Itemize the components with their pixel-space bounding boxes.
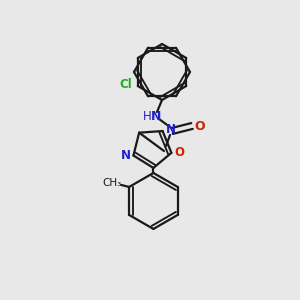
Text: H: H <box>142 110 152 122</box>
Text: N: N <box>166 122 176 136</box>
Text: N: N <box>121 149 130 162</box>
Text: O: O <box>174 146 184 159</box>
Text: O: O <box>195 119 205 133</box>
Text: N: N <box>151 110 161 122</box>
Text: CH₃: CH₃ <box>103 178 122 188</box>
Text: Cl: Cl <box>119 77 132 91</box>
